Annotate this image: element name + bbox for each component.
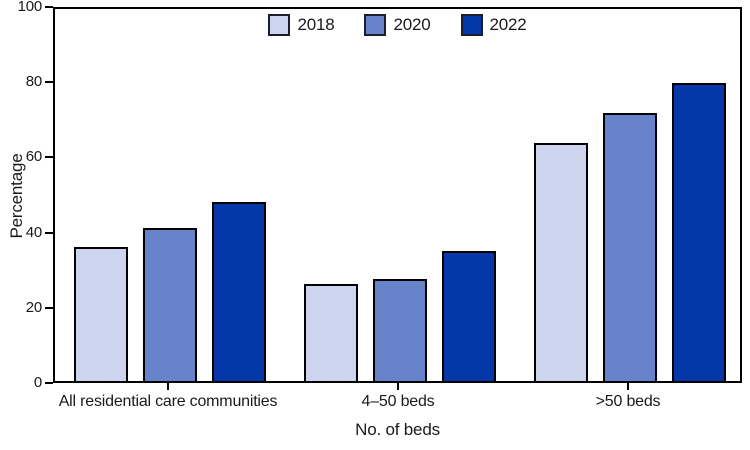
x-tick-mark-3 <box>627 383 629 390</box>
bar-group-2 <box>304 9 496 381</box>
bar-2020-group3 <box>603 113 657 381</box>
bar-group-3 <box>534 9 726 381</box>
bar-2022-group3 <box>672 83 726 381</box>
x-axis-title: No. of beds <box>355 420 440 439</box>
bar-2022-group2 <box>442 250 496 381</box>
bar-2020-group2 <box>373 278 427 381</box>
category-label-3: >50 beds <box>595 393 661 410</box>
bar-2018-group1 <box>74 247 128 381</box>
bar-group-1 <box>74 9 266 381</box>
y-tick-label-80: 80 <box>25 73 42 91</box>
plot-area <box>53 7 742 383</box>
bar-2022-group1 <box>212 202 266 381</box>
y-tick-mark-80 <box>45 81 53 84</box>
y-tick-mark-20 <box>45 306 53 309</box>
y-tick-label-0: 0 <box>33 374 42 391</box>
y-tick-mark-60 <box>45 156 53 159</box>
bar-2020-group1 <box>143 228 197 381</box>
bar-2018-group2 <box>304 284 358 381</box>
x-tick-mark-2 <box>397 383 399 390</box>
y-tick-label-60: 60 <box>25 148 42 166</box>
y-tick-label-20: 20 <box>25 298 42 316</box>
category-label-2: 4–50 beds <box>361 393 435 410</box>
bar-2018-group3 <box>534 142 588 381</box>
y-tick-label-100: 100 <box>17 0 43 15</box>
y-tick-mark-40 <box>45 231 53 234</box>
y-tick-mark-100 <box>45 6 53 8</box>
y-tick-mark-0 <box>45 382 53 384</box>
y-tick-label-40: 40 <box>25 223 42 241</box>
category-label-1: All residential care communities <box>58 393 278 410</box>
x-tick-mark-1 <box>167 383 169 390</box>
